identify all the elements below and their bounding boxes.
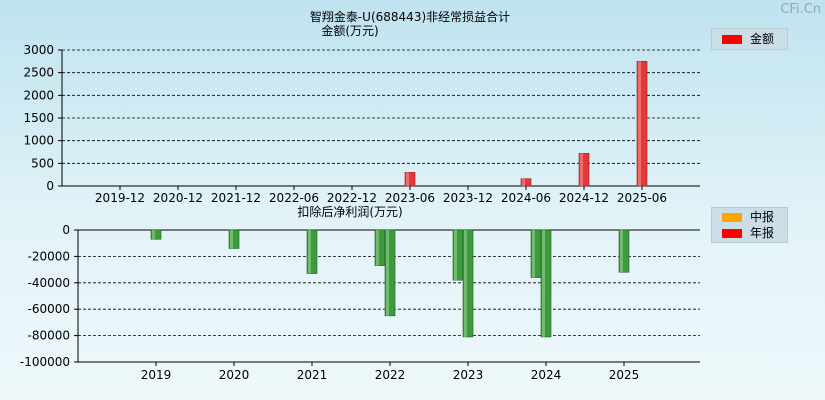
legend-label-semiannual: 中报 — [750, 210, 775, 224]
chart1-ytick-label: 0 — [46, 179, 54, 193]
chart2-bar-highlight — [464, 230, 467, 337]
chart2-bar-annual — [384, 229, 396, 317]
chart2-bar-highlight — [230, 230, 233, 249]
chart1-xtick-label: 2024-06 — [501, 191, 551, 205]
chart1-ytick-label: 1000 — [23, 134, 54, 148]
chart2-bar-annual — [462, 229, 474, 338]
chart1-xtick-label: 2022-06 — [269, 191, 319, 205]
chart2-ytick-label: 0 — [62, 223, 70, 237]
chart2-bar-highlight — [542, 230, 545, 337]
chart1-xtick-label: 2022-12 — [327, 191, 377, 205]
watermark: CFi.Cn — [780, 2, 821, 17]
chart1-ytick-label: 500 — [31, 156, 54, 170]
chart2-bar-semiannual — [306, 229, 318, 274]
chart1-ytick-label: 2000 — [23, 88, 54, 102]
chart1-bar — [520, 178, 532, 187]
chart2-title: 扣除后净利润(万元) — [297, 204, 402, 219]
chart1-xtick-label: 2025-06 — [617, 191, 667, 205]
chart2-bar-highlight — [532, 230, 535, 278]
legend-swatch-amount — [722, 35, 742, 44]
chart1-ytick-label: 2500 — [23, 66, 54, 80]
chart1-xtick-label: 2020-12 — [153, 191, 203, 205]
chart2-ytick-label: -40000 — [27, 276, 70, 290]
legend-swatch-annual — [722, 229, 742, 238]
chart2-xtick-label: 2020 — [219, 368, 250, 382]
chart2-bar-highlight — [152, 230, 155, 240]
chart2-ytick-label: -20000 — [27, 249, 70, 263]
chart2-ytick-label: -80000 — [27, 329, 70, 343]
chart2-bar-semiannual — [228, 229, 240, 249]
legend-item-amount: 金额 — [712, 31, 787, 47]
chart1-bar — [636, 61, 648, 187]
chart2-xtick-label: 2019 — [141, 368, 172, 382]
chart2-bar-highlight — [308, 230, 311, 274]
chart2-bar-semiannual — [618, 229, 630, 273]
chart2-xtick-label: 2025 — [609, 368, 640, 382]
chart1-ytick-label: 1500 — [23, 111, 54, 125]
chart2-xtick-label: 2023 — [453, 368, 484, 382]
chart2-bar-highlight — [454, 230, 457, 281]
chart2-bar-highlight — [376, 230, 379, 266]
chart1-title: 智翔金泰-U(688443)非经常损益合计 — [310, 9, 510, 24]
legend-label-annual: 年报 — [750, 226, 775, 240]
chart1-xtick-label: 2021-12 — [211, 191, 261, 205]
chart2-bar-annual — [540, 229, 552, 338]
chart1-bar — [578, 153, 590, 187]
legend-swatch-semiannual — [722, 213, 742, 222]
chart1-bar-highlight — [522, 178, 525, 186]
chart1-plot: 0 500 1000 1500 2000 2500 3000 2019-12 2020-12 20… — [23, 43, 700, 205]
legend-item-semiannual: 中报 — [712, 209, 787, 225]
chart1-xtick-label: 2019-12 — [95, 191, 145, 205]
chart2-plot: 0 -20000 -40000 -60000 -80000 -100000 2019 2020… — [20, 223, 700, 382]
chart1-legend: 金额 — [711, 28, 788, 50]
chart2-xtick-label: 2024 — [531, 368, 562, 382]
chart1-bar-highlight — [638, 61, 641, 187]
chart1-bar-highlight — [580, 153, 583, 186]
chart2-bar-semiannual — [150, 229, 162, 240]
chart2-legend: 中报 年报 — [711, 207, 788, 243]
chart2-ytick-label: -60000 — [27, 302, 70, 316]
chart2-bar-highlight — [386, 230, 389, 316]
chart2-bar-highlight — [620, 230, 623, 273]
chart1-bar-highlight — [406, 172, 409, 186]
chart2-ytick-label: -100000 — [20, 355, 70, 369]
chart1-xtick-label: 2024-12 — [559, 191, 609, 205]
chart1-xtick-label: 2023-12 — [443, 191, 493, 205]
chart2-xtick-label: 2021 — [297, 368, 328, 382]
legend-item-annual: 年报 — [712, 225, 787, 241]
chart1-ytick-label: 3000 — [23, 43, 54, 57]
chart1-bar — [404, 172, 416, 187]
chart2-xtick-label: 2022 — [375, 368, 406, 382]
chart1-ylabel: 金额(万元) — [321, 23, 378, 38]
chart1-xtick-label: 2023-06 — [385, 191, 435, 205]
legend-label-amount: 金额 — [750, 32, 775, 46]
